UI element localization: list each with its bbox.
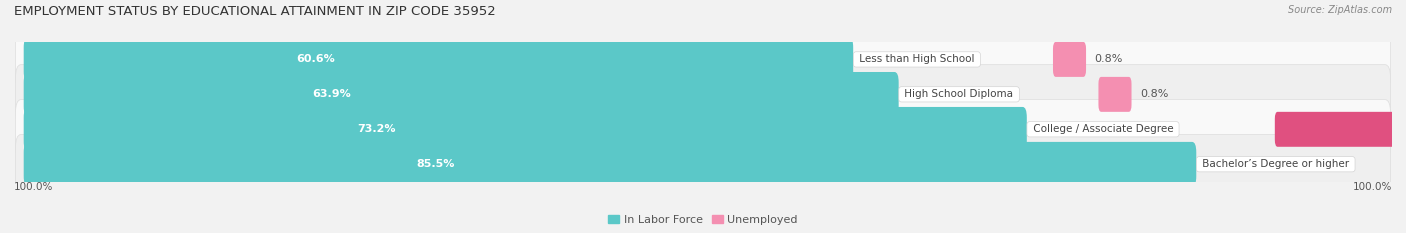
FancyBboxPatch shape <box>15 65 1391 124</box>
FancyBboxPatch shape <box>15 100 1391 159</box>
Text: EMPLOYMENT STATUS BY EDUCATIONAL ATTAINMENT IN ZIP CODE 35952: EMPLOYMENT STATUS BY EDUCATIONAL ATTAINM… <box>14 5 496 18</box>
Text: Source: ZipAtlas.com: Source: ZipAtlas.com <box>1288 5 1392 15</box>
FancyBboxPatch shape <box>24 142 1197 187</box>
FancyBboxPatch shape <box>15 30 1391 89</box>
Text: 85.5%: 85.5% <box>416 159 454 169</box>
FancyBboxPatch shape <box>1098 77 1132 112</box>
Text: 73.2%: 73.2% <box>357 124 395 134</box>
Legend: In Labor Force, Unemployed: In Labor Force, Unemployed <box>603 210 803 229</box>
Text: Bachelor’s Degree or higher: Bachelor’s Degree or higher <box>1199 159 1353 169</box>
Text: 100.0%: 100.0% <box>1353 182 1392 192</box>
FancyBboxPatch shape <box>1275 112 1406 147</box>
Text: 60.6%: 60.6% <box>295 55 335 64</box>
Text: 0.8%: 0.8% <box>1094 55 1123 64</box>
Text: 0.8%: 0.8% <box>1140 89 1168 99</box>
Text: High School Diploma: High School Diploma <box>901 89 1017 99</box>
FancyBboxPatch shape <box>1053 42 1085 77</box>
Text: 100.0%: 100.0% <box>14 182 53 192</box>
Text: 63.9%: 63.9% <box>312 89 350 99</box>
FancyBboxPatch shape <box>24 72 898 117</box>
Text: Less than High School: Less than High School <box>856 55 977 64</box>
FancyBboxPatch shape <box>24 107 1026 152</box>
FancyBboxPatch shape <box>24 37 853 82</box>
FancyBboxPatch shape <box>15 135 1391 194</box>
Text: College / Associate Degree: College / Associate Degree <box>1029 124 1177 134</box>
